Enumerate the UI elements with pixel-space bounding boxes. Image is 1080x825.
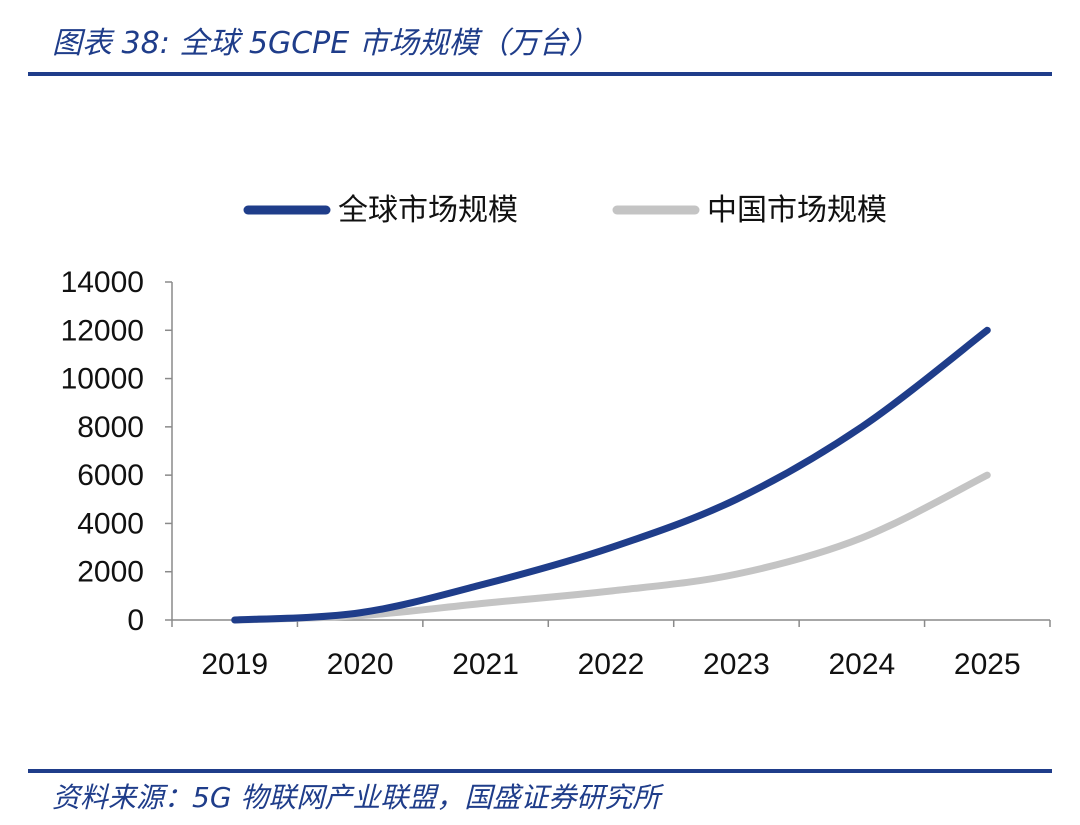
y-axis: 0 2000 4000 6000 8000 10000 12000 14000 bbox=[61, 266, 173, 637]
bottom-rule bbox=[28, 769, 1052, 773]
legend-label-global: 全球市场规模 bbox=[338, 193, 518, 228]
y-tick-label: 0 bbox=[127, 604, 144, 637]
legend: 全球市场规模 中国市场规模 bbox=[243, 193, 887, 228]
y-tick-label: 14000 bbox=[61, 266, 144, 299]
x-tick-label: 2020 bbox=[327, 648, 394, 681]
source-note: 资料来源：5G 物联网产业联盟，国盛证券研究所 bbox=[52, 781, 661, 814]
x-tick-label: 2021 bbox=[452, 648, 519, 681]
y-tick-label: 12000 bbox=[61, 314, 144, 347]
x-tick-label: 2025 bbox=[954, 648, 1021, 681]
x-tick-label: 2019 bbox=[201, 648, 268, 681]
x-axis: 2019 2020 2021 2022 2023 2024 2025 bbox=[171, 619, 1051, 681]
y-tick-label: 10000 bbox=[61, 363, 144, 396]
y-tick-label: 2000 bbox=[77, 556, 144, 589]
series-lines bbox=[231, 326, 991, 624]
top-rule bbox=[28, 72, 1052, 76]
y-tick-label: 8000 bbox=[77, 411, 144, 444]
x-tick-label: 2022 bbox=[578, 648, 645, 681]
figure-title: 图表 38: 全球 5GCPE 市场规模（万台） bbox=[52, 26, 599, 61]
y-tick-label: 6000 bbox=[77, 459, 144, 492]
x-tick-label: 2024 bbox=[828, 648, 895, 681]
legend-label-china: 中国市场规模 bbox=[707, 193, 887, 228]
x-tick-label: 2023 bbox=[703, 648, 770, 681]
series-line-global bbox=[231, 326, 991, 624]
y-tick-label: 4000 bbox=[77, 507, 144, 540]
